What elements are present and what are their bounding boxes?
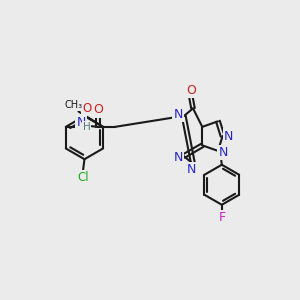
Text: O: O [186, 84, 196, 97]
Text: N: N [187, 164, 196, 176]
Text: Cl: Cl [77, 171, 89, 184]
Text: O: O [93, 103, 103, 116]
Text: N: N [76, 116, 86, 129]
Text: N: N [219, 146, 228, 159]
Text: O: O [82, 102, 92, 115]
Text: N: N [174, 108, 183, 121]
Text: F: F [218, 212, 225, 224]
Text: N: N [174, 151, 183, 164]
Text: N: N [224, 130, 233, 142]
Text: CH₃: CH₃ [64, 100, 82, 110]
Text: H: H [83, 122, 90, 132]
